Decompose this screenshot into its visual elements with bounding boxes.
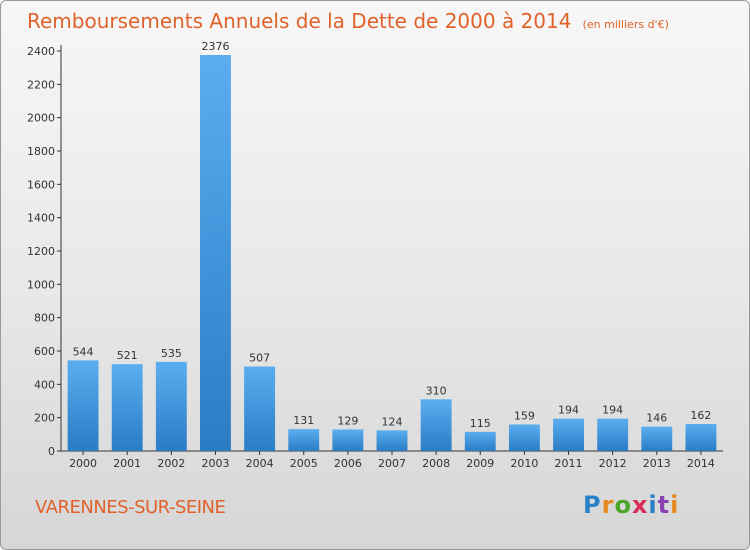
bar [464,431,496,451]
x-tick-label: 2013 [643,457,671,470]
bar [244,366,276,451]
x-tick-label: 2000 [69,457,97,470]
bar-value-label: 310 [426,384,447,397]
y-tick-label: 600 [34,345,55,358]
proxiti-logo: Proxiti [583,491,679,519]
bar [553,418,584,451]
x-tick-label: 2006 [334,457,362,470]
x-tick-label: 2010 [510,457,538,470]
y-tick-label: 0 [48,445,55,458]
bar [67,360,99,451]
bar-value-label: 124 [382,415,403,428]
bar [332,429,364,451]
y-tick-label: 400 [34,378,55,391]
bar [111,364,143,451]
x-tick-label: 2008 [422,457,450,470]
x-tick-label: 2014 [687,457,715,470]
chart-title-main: Remboursements Annuels de la Dette de 20… [27,9,572,33]
x-tick-label: 2009 [466,457,494,470]
y-tick-label: 1200 [27,245,55,258]
x-tick-label: 2003 [201,457,229,470]
y-tick-label: 2200 [27,78,55,91]
logo-letter: x [631,491,649,519]
bar-value-label: 131 [293,414,314,427]
bar [376,430,408,451]
y-tick-label: 1600 [27,178,55,191]
x-tick-label: 2005 [290,457,318,470]
bar-value-label: 521 [117,349,138,362]
bar-value-label: 507 [249,352,270,365]
bar-value-label: 129 [337,415,358,428]
x-tick-label: 2012 [599,457,627,470]
bar [597,418,629,451]
x-tick-label: 2007 [378,457,406,470]
y-tick-label: 1000 [27,278,55,291]
bar [155,361,187,451]
y-tick-label: 2000 [27,112,55,125]
y-tick-label: 1400 [27,212,55,225]
bar-value-label: 2376 [201,40,229,53]
y-tick-label: 2400 [27,45,55,58]
bar-value-label: 146 [646,412,667,425]
logo-letter: o [614,491,632,519]
y-tick-label: 800 [34,312,55,325]
logo-letter: i [670,491,680,519]
x-tick-label: 2002 [157,457,185,470]
bar [420,399,452,451]
chart-title-unit: (en milliers d'€) [582,18,669,31]
y-tick-label: 1800 [27,145,55,158]
bar [288,429,320,451]
bar [200,55,231,451]
bar [508,424,540,451]
logo-letter: P [583,491,602,519]
x-tick-label: 2004 [246,457,274,470]
bar [685,424,717,451]
chart-title: Remboursements Annuels de la Dette de 20… [27,9,669,33]
bar-value-label: 194 [558,404,579,417]
bar-value-label: 115 [470,417,491,430]
x-tick-label: 2001 [113,457,141,470]
bar-value-label: 159 [514,410,535,423]
x-tick-label: 2011 [555,457,583,470]
logo-letter: t [657,491,671,519]
bar [641,426,673,451]
y-tick-label: 200 [34,412,55,425]
commune-name: VARENNES-SUR-SEINE [35,497,226,518]
logo-letter: r [601,491,615,519]
bar-value-label: 194 [602,404,623,417]
bar-value-label: 544 [73,345,94,358]
bar-value-label: 162 [690,409,711,422]
logo-letter: i [648,491,658,519]
bar-value-label: 535 [161,347,182,360]
